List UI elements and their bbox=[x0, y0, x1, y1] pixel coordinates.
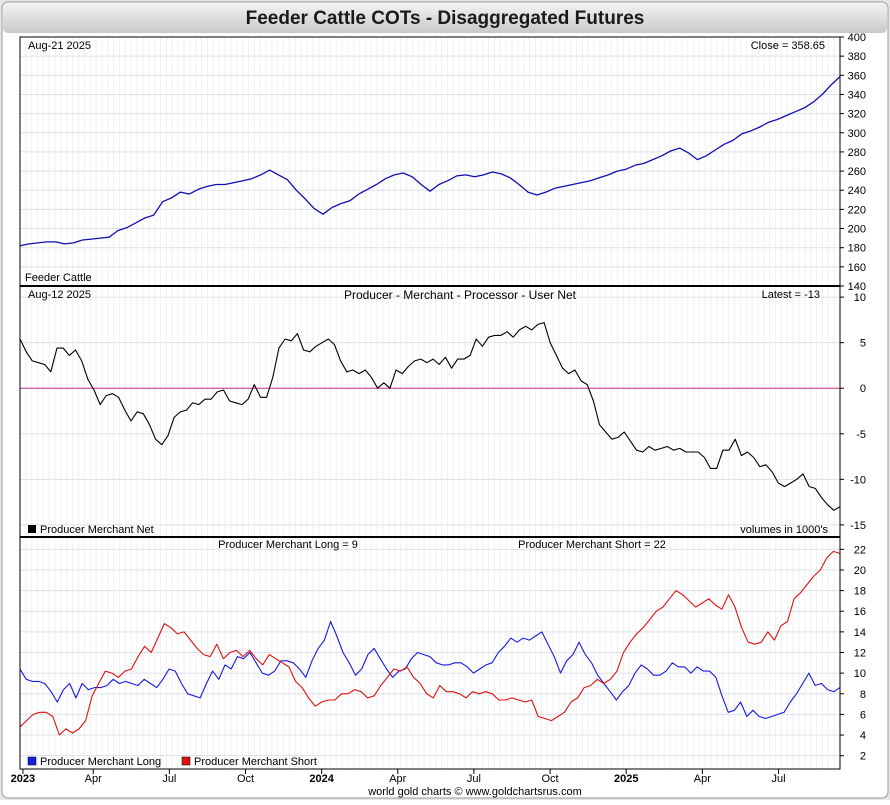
net-units-label: volumes in 1000's bbox=[740, 524, 828, 536]
y-tick-label: -10 bbox=[850, 474, 866, 486]
data-layer bbox=[19, 76, 841, 736]
x-tick-label: Apr bbox=[694, 773, 711, 785]
price-date-label: Aug-21 2025 bbox=[28, 40, 91, 52]
y-tick-label: 4 bbox=[860, 730, 866, 742]
y-tick-label: 140 bbox=[848, 281, 866, 293]
y-tick-label: 6 bbox=[860, 709, 866, 721]
x-tick-label: 2024 bbox=[309, 773, 334, 785]
y-tick-label: 160 bbox=[848, 262, 866, 274]
y-tick-label: -5 bbox=[856, 429, 866, 441]
grid-layer bbox=[20, 36, 840, 769]
x-tick-label: Oct bbox=[237, 773, 254, 785]
x-tick-label: Jul bbox=[771, 773, 785, 785]
y-tick-label: 20 bbox=[854, 565, 866, 577]
net-panel-title: Producer - Merchant - Processor - User N… bbox=[344, 288, 577, 302]
short-legend-label: Producer Merchant Short bbox=[194, 756, 317, 768]
y-tick-label: 380 bbox=[848, 51, 866, 63]
short-value-label: Producer Merchant Short = 22 bbox=[518, 539, 666, 551]
y-tick-label: 400 bbox=[848, 32, 866, 44]
price-series-label: Feeder Cattle bbox=[25, 272, 92, 284]
y-tick-label: 280 bbox=[848, 147, 866, 159]
y-tick-label: 0 bbox=[860, 383, 866, 395]
y-tick-label: 2 bbox=[860, 751, 866, 763]
y-tick-label: 220 bbox=[848, 204, 866, 216]
chart-title: Feeder Cattle COTs - Disaggregated Futur… bbox=[246, 8, 645, 29]
price-close-label: Close = 358.65 bbox=[751, 40, 825, 52]
x-tick-label: 2025 bbox=[614, 773, 638, 785]
y-tick-label: 5 bbox=[860, 338, 866, 350]
y-tick-label: 340 bbox=[848, 89, 866, 101]
y-tick-label: 260 bbox=[848, 166, 866, 178]
y-tick-label: 16 bbox=[854, 606, 866, 618]
x-tick-label: Apr bbox=[389, 773, 406, 785]
x-tick-label: Oct bbox=[542, 773, 559, 785]
net-legend-swatch bbox=[28, 525, 36, 533]
y-tick-label: 22 bbox=[854, 544, 866, 556]
y-tick-label: 12 bbox=[854, 648, 866, 660]
footer-credit: world gold charts © www.goldchartsrus.co… bbox=[367, 786, 582, 798]
y-tick-label: 180 bbox=[848, 243, 866, 255]
y-tick-label: -15 bbox=[850, 520, 866, 532]
y-tick-label: 360 bbox=[848, 70, 866, 82]
y-tick-label: 14 bbox=[854, 627, 866, 639]
net-series-line bbox=[19, 322, 841, 511]
long-value-label: Producer Merchant Long = 9 bbox=[218, 539, 358, 551]
y-tick-label: 300 bbox=[848, 128, 866, 140]
y-tick-label: 18 bbox=[854, 586, 866, 598]
y-tick-label: 8 bbox=[860, 689, 866, 701]
long-series-line bbox=[19, 620, 841, 720]
price-series-line bbox=[19, 76, 841, 247]
x-tick-label: 2023 bbox=[11, 773, 35, 785]
x-tick-label: Jul bbox=[162, 773, 176, 785]
x-tick-label: Jul bbox=[467, 773, 481, 785]
y-tick-label: 10 bbox=[854, 292, 866, 304]
net-date-label: Aug-12 2025 bbox=[28, 289, 91, 301]
net-latest-label: Latest = -13 bbox=[762, 289, 820, 301]
short-legend-swatch bbox=[181, 756, 191, 766]
y-tick-label: 320 bbox=[848, 109, 866, 121]
short-series-line bbox=[19, 550, 841, 736]
y-tick-label: 10 bbox=[854, 668, 866, 680]
y-tick-label: 200 bbox=[848, 224, 866, 236]
x-tick-label: Apr bbox=[85, 773, 102, 785]
long-legend-label: Producer Merchant Long bbox=[40, 756, 161, 768]
net-legend-label: Producer Merchant Net bbox=[40, 524, 154, 536]
long-legend-swatch bbox=[27, 756, 37, 766]
y-tick-label: 240 bbox=[848, 185, 866, 197]
axis-layer: 1401601802002202402602803003203403603804… bbox=[11, 32, 866, 785]
